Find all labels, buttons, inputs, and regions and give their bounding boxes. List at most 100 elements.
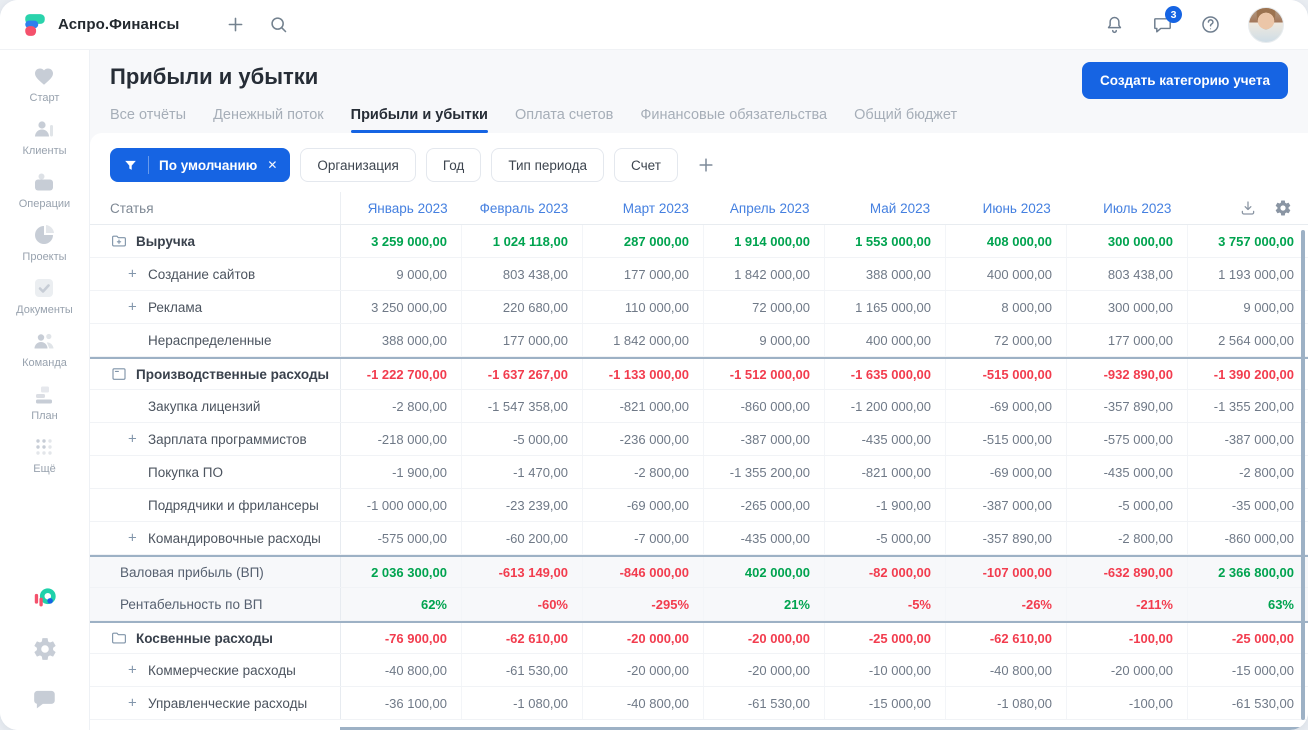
- table-row: + Реклама 3 250 000,00 220 680,00 110 000,00…: [90, 291, 1308, 324]
- column-header[interactable]: Июль 2023: [1103, 200, 1172, 216]
- row-label: Подрядчики и фрилансеры: [90, 489, 340, 521]
- default-filter-pill[interactable]: По умолчанию ✕: [110, 148, 291, 182]
- clear-filter-icon[interactable]: ✕: [267, 158, 278, 172]
- cell: 2 564 000,00: [1187, 324, 1308, 356]
- plus-icon: [225, 14, 246, 35]
- tab-2[interactable]: Денежный поток: [213, 107, 324, 123]
- cell: -387 000,00: [1187, 423, 1308, 455]
- tab-4[interactable]: Оплата счетов: [514, 107, 614, 123]
- column-header[interactable]: Январь 2023: [340, 192, 462, 224]
- expand-icon[interactable]: +: [128, 694, 137, 712]
- row-label[interactable]: + Создание сайтов: [90, 258, 340, 290]
- row-label[interactable]: Производственные расходы: [90, 359, 340, 389]
- column-header[interactable]: Март 2023: [622, 200, 689, 216]
- aspro-app-button[interactable]: [32, 586, 58, 612]
- column-header[interactable]: Июнь 2023: [982, 200, 1051, 216]
- cell: -1 470,00: [461, 456, 582, 488]
- sidebar-item-label: Клиенты: [22, 145, 67, 157]
- cell: 1 553 000,00: [824, 225, 945, 257]
- expand-icon[interactable]: +: [128, 298, 137, 316]
- row-label-text: Покупка ПО: [148, 464, 223, 480]
- row-label-text: Выручка: [136, 233, 195, 249]
- search-button[interactable]: [268, 14, 289, 35]
- row-label[interactable]: + Командировочные расходы: [90, 522, 340, 554]
- settings-button[interactable]: [32, 636, 58, 662]
- brand: Аспро.Финансы: [22, 12, 179, 38]
- vertical-scrollbar[interactable]: [1301, 230, 1305, 720]
- notifications-button[interactable]: [1104, 14, 1125, 35]
- messages-button[interactable]: 3: [1152, 6, 1182, 35]
- cell: 300 000,00: [1066, 291, 1187, 323]
- cell: 63%: [1187, 588, 1308, 620]
- sidebar-item-team[interactable]: Команда: [16, 329, 73, 369]
- filter-chip-3[interactable]: Тип периода: [491, 148, 605, 182]
- row-label[interactable]: + Реклама: [90, 291, 340, 323]
- horizontal-scrollbar[interactable]: [340, 727, 1308, 730]
- sidebar-item-documents[interactable]: Документы: [16, 276, 73, 316]
- filter-chip-2[interactable]: Год: [425, 148, 482, 182]
- cell: -515 000,00: [945, 359, 1066, 389]
- cell: -61 530,00: [1187, 687, 1308, 719]
- report-tabs: Все отчёты Денежный поток Прибыли и убытки…: [110, 107, 1288, 133]
- filter-chip-1[interactable]: Организация: [300, 148, 416, 182]
- sidebar-item-label: Операции: [18, 198, 71, 210]
- cell: 400 000,00: [945, 258, 1066, 290]
- table-settings-button[interactable]: [1274, 199, 1292, 217]
- table-row: + Командировочные расходы -575 000,00 -60 2…: [90, 522, 1308, 555]
- folder-icon: [110, 629, 128, 647]
- expand-icon[interactable]: +: [128, 529, 137, 547]
- quick-add-button[interactable]: [225, 14, 246, 35]
- row-label[interactable]: + Управленческие расходы: [90, 687, 340, 719]
- sidebar-bottom: [32, 586, 58, 730]
- row-label[interactable]: Выручка: [90, 225, 340, 257]
- tab-6[interactable]: Общий бюджет: [854, 107, 958, 123]
- cell: -435 000,00: [1066, 456, 1187, 488]
- tab-1[interactable]: Все отчёты: [110, 107, 187, 123]
- support-button[interactable]: [32, 686, 58, 712]
- download-icon: [1239, 199, 1257, 217]
- cell: 9 000,00: [340, 258, 461, 290]
- user-avatar[interactable]: [1248, 6, 1284, 43]
- projects-icon: [32, 223, 56, 247]
- sidebar-item-projects[interactable]: Проекты: [16, 223, 73, 263]
- column-header[interactable]: Февраль 2023: [479, 200, 569, 216]
- cell: -1 355 200,00: [1187, 390, 1308, 422]
- filter-pill-label: По умолчанию: [159, 157, 258, 173]
- filter-chip-4[interactable]: Счет: [614, 148, 678, 182]
- row-label[interactable]: Косвенные расходы: [90, 623, 340, 653]
- cell: -26%: [945, 588, 1066, 620]
- expand-icon[interactable]: +: [128, 430, 137, 448]
- cell: -69 000,00: [945, 390, 1066, 422]
- sidebar-item-start[interactable]: Старт: [16, 64, 73, 104]
- export-button[interactable]: [1239, 199, 1257, 217]
- cell: -2 800,00: [1066, 522, 1187, 554]
- sidebar-item-clients[interactable]: Клиенты: [16, 117, 73, 157]
- cell: -20 000,00: [1066, 654, 1187, 686]
- expand-icon[interactable]: +: [128, 265, 137, 283]
- column-header[interactable]: Май 2023: [869, 200, 931, 216]
- cell: -632 890,00: [1066, 557, 1187, 587]
- column-header[interactable]: Апрель 2023: [729, 200, 810, 216]
- sidebar-item-plan[interactable]: План: [16, 382, 73, 422]
- help-button[interactable]: [1200, 14, 1221, 35]
- cell: -20 000,00: [582, 654, 703, 686]
- cell: -2 800,00: [340, 390, 461, 422]
- sidebar-item-label: Ещё: [33, 463, 56, 475]
- plan-icon: [32, 382, 56, 406]
- messages-badge: 3: [1165, 6, 1182, 23]
- tab-3[interactable]: Прибыли и убытки: [350, 107, 489, 133]
- create-category-button[interactable]: Создать категорию учета: [1082, 62, 1288, 99]
- cell: -265 000,00: [703, 489, 824, 521]
- row-label[interactable]: + Коммерческие расходы: [90, 654, 340, 686]
- cell: 408 000,00: [945, 225, 1066, 257]
- cell: -2 800,00: [1187, 456, 1308, 488]
- add-filter-button[interactable]: [696, 155, 716, 175]
- sidebar-item-operations[interactable]: Операции: [16, 170, 73, 210]
- gear-icon: [1274, 199, 1292, 217]
- tab-5[interactable]: Финансовые обязательства: [640, 107, 828, 123]
- expand-icon[interactable]: +: [128, 661, 137, 679]
- row-label[interactable]: + Зарплата программистов: [90, 423, 340, 455]
- sidebar-item-more[interactable]: Ещё: [16, 435, 73, 475]
- cell: 803 438,00: [1066, 258, 1187, 290]
- cell: 2 366 800,00: [1187, 557, 1308, 587]
